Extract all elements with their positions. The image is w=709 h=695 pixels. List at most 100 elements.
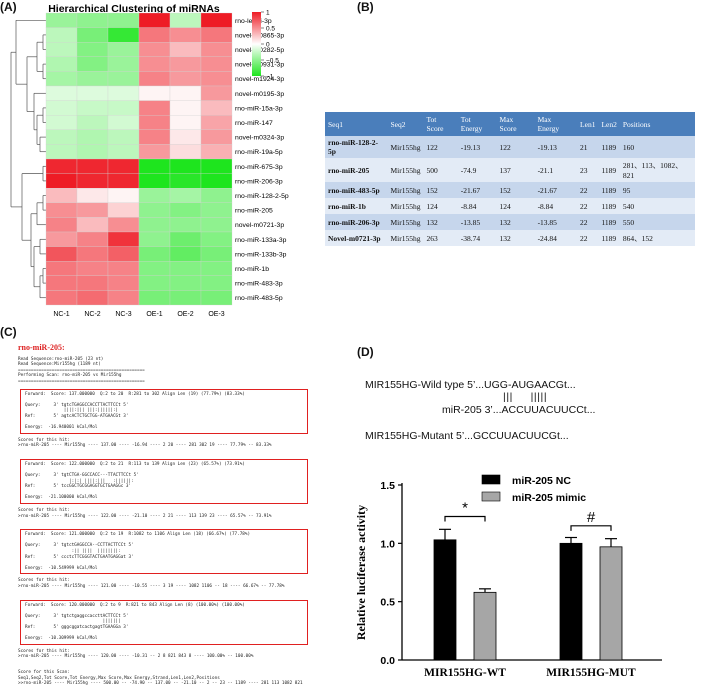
table-row: Novel-m0721-3p Mir155hg 263 -38.74 132 -24.84… (325, 230, 695, 246)
heatmap-cell (76, 246, 109, 262)
heatmap-cell (200, 144, 233, 160)
chart-bars: MIR155HG-WT * MIR155HG-MUT # (424, 500, 636, 680)
heatmap-cell (76, 27, 109, 43)
heatmap-cell (76, 129, 109, 145)
heatmap-cell (169, 188, 202, 203)
output-line: Energy: -21.100000 kCal/Mol (25, 495, 98, 501)
table-cell: Mir155hg (387, 158, 424, 182)
output-line: Forward: Score: 121.000000 Q:2 to 19 R:1… (25, 532, 251, 538)
table-header-cell: Tot Score (423, 112, 458, 136)
heatmap-cell (107, 12, 140, 28)
heatmap-cell (107, 129, 140, 145)
table-row: rno-miR-128-2-5p Mir155hg 122 -19.13 122 -19.… (325, 136, 695, 158)
table-row: rno-miR-1b Mir155hg 124 -8.84 124 -8.84 22 1189… (325, 198, 695, 214)
heatmap-cell (76, 290, 109, 306)
output-line: Forward: Score: 120.000000 Q:2 to 9 R:82… (25, 602, 245, 608)
y-axis-label: Relative luciferase activity (354, 505, 368, 640)
heatmap-cell (200, 261, 233, 276)
row-label: novel-m0195-3p (235, 91, 284, 98)
output-line: Ref: 5' gggcggatcactgagtTGAAGGa 3' (25, 624, 129, 630)
row-label: rno-miR-133a-3p (235, 237, 287, 244)
heatmap-cell (169, 217, 202, 233)
panel-label-c: (C) (0, 325, 17, 339)
table-cell: -24.84 (534, 230, 578, 246)
heatmap-cell (45, 71, 78, 87)
heatmap-cell (169, 261, 202, 276)
column-label: NC-3 (115, 311, 131, 318)
hit-scores: Scores for this hit: >rno-miR-205 ---- Mi… (18, 649, 318, 660)
heatmap-cell (45, 173, 78, 189)
colorbar-ticks: 1 0.5 0 −0.5 −1 (261, 10, 279, 81)
colorbar-tick-label: 0 (266, 42, 270, 49)
heatmap-cell (200, 27, 233, 43)
heatmap-cell (169, 173, 202, 189)
heatmap-cell (107, 27, 140, 43)
table-cell: 281、113、1082、821 (619, 158, 695, 182)
miranda-title: rno-miR-205: (18, 343, 65, 352)
heatmap-cell (76, 217, 109, 233)
table-cell: 1189 (598, 198, 620, 214)
output-line: Forward: Score: 122.000000 Q:2 to 21 R:1… (25, 461, 245, 467)
alignment-box: Forward: Score: 121.000000 Q:2 to 19 R:1… (20, 529, 308, 575)
table-cell: Mir155hg (387, 182, 424, 198)
heatmap-cell (200, 158, 233, 174)
heatmap-cell (138, 217, 171, 233)
table-cell: 132 (496, 230, 535, 246)
table-cell: 132 (423, 214, 458, 230)
output-line: >rno-miR-205 ---- Mir155hg ---- 121.00 -… (18, 584, 285, 589)
heatmap-cell (138, 261, 171, 276)
table-cell: 1189 (598, 182, 620, 198)
heatmap-cell (45, 188, 78, 203)
mutant-sequence: MIR155HG-Mutant 5’...GCCUUACUUCGt... (365, 430, 569, 442)
output-line: Seq1,Seq2,Tot Score,Tot Energy,Max Score… (18, 675, 220, 681)
heatmap-cell (200, 56, 233, 72)
table-header-cell: Max Score (496, 112, 535, 136)
miranda-hits: Forward: Score: 137.000000 Q:2 to 20 R:2… (18, 388, 318, 660)
output-line: ||||:||| |||:||||||:| (25, 408, 119, 414)
heatmap-cell (45, 56, 78, 72)
heatmap-cell (138, 27, 171, 43)
output-line: Ref: 5' ccctcTTCGGGTACTGAATGAGGat 3' (25, 554, 134, 560)
table-cell: 550 (619, 214, 695, 230)
panel-label-b: (B) (357, 0, 374, 14)
hit-scores: Scores for this hit: >rno-miR-205 ---- Mi… (18, 438, 318, 449)
table-cell: 263 (423, 230, 458, 246)
output-line: ========================================… (18, 367, 145, 373)
table-cell: 124 (496, 198, 535, 214)
table-cell: -38.74 (457, 230, 497, 246)
table-header-cell: Tot Energy (457, 112, 497, 136)
output-line: >rno-miR-205 ---- Mir155hg ---- 137.00 -… (18, 443, 272, 449)
output-line: >rno-miR-205 ---- Mir155hg ---- 122.00 -… (18, 513, 272, 519)
row-dendrogram (10, 19, 46, 299)
legend-label: miR-205 NC (512, 475, 571, 487)
heatmap-cell (107, 85, 140, 101)
heatmap-figure: Hierarchical Clustering of miRNAs rno-le… (10, 3, 289, 318)
heatmap-cell (169, 71, 202, 87)
table-cell: 122 (423, 136, 458, 158)
table-cell: 864、152 (619, 230, 695, 246)
legend-label: miR-205 mimic (512, 492, 586, 504)
table-cell: -13.85 (534, 214, 578, 230)
column-label: NC-1 (53, 311, 69, 318)
column-label: OE-3 (208, 311, 224, 318)
table-cell: 152 (423, 182, 458, 198)
output-line: Performing Scan: rno-miR-205 vs Mir155hg (18, 373, 122, 379)
output-line: Energy: -16.940001 kCal/Mol (25, 425, 98, 431)
table-cell: 1189 (598, 136, 620, 158)
output-line: >rno-miR-205 ---- Mir155hg ---- 120.00 -… (18, 654, 254, 660)
row-label: rno-miR-15a-3p (235, 105, 283, 112)
output-line: :|| |||| ||||||||: (25, 549, 121, 555)
table-cell: 160 (619, 136, 695, 158)
output-line: Read Sequence:Mir155hg (1189 nt) (18, 362, 101, 368)
table-cell: 1189 (598, 230, 620, 246)
heatmap-cell (107, 275, 140, 291)
heatmap-cell (138, 100, 171, 116)
heatmap-cell (200, 246, 233, 262)
output-line: Query: 3' tgtctgaggccaccttACTTCCt 5' (25, 613, 129, 619)
table-cell: Mir155hg (387, 136, 424, 158)
bar (559, 542, 583, 661)
y-tick-label: 0.0 (380, 655, 395, 667)
heatmap-cell (169, 144, 202, 160)
table-cell: 122 (496, 136, 535, 158)
legend-swatch (481, 491, 501, 502)
